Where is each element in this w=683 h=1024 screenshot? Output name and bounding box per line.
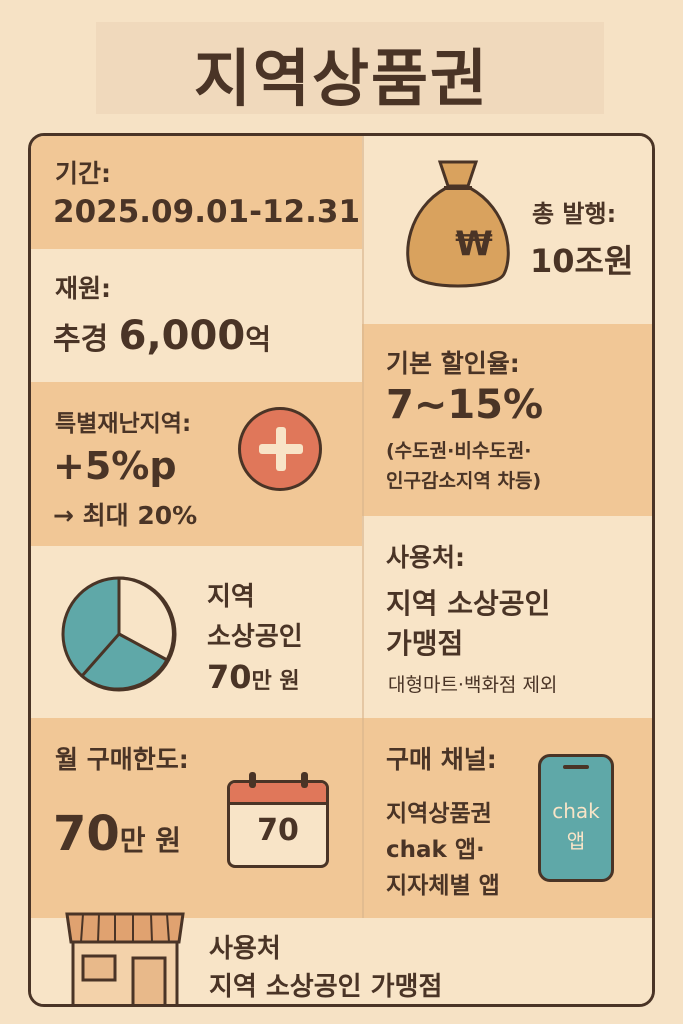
limit-amount: 70만 원	[53, 806, 181, 862]
pie-line2: 소상공인	[207, 622, 303, 652]
funding-label: 재원:	[55, 274, 111, 303]
title-band	[96, 22, 604, 114]
period-label: 기간:	[55, 159, 111, 188]
usage-label: 사용처:	[386, 543, 465, 572]
funding-prefix: 추경	[53, 322, 109, 357]
discount-label: 기본 할인율:	[386, 349, 520, 378]
total-label: 총 발행:	[532, 200, 617, 228]
calendar-icon: 70	[227, 780, 329, 868]
pie-amount-value: 70	[207, 658, 252, 696]
special-max: → 최대 20%	[53, 501, 198, 530]
info-frame: 기간: 2025.09.01-12.31 재원: 추경 6,000억 특별재난지…	[28, 133, 655, 1007]
pie-amount: 70만 원	[207, 658, 300, 696]
usage-cell: 사용처: 지역 소상공인 가맹점 대형마트·백화점 제외	[362, 516, 652, 718]
channel-line3: 지자체별 앱	[386, 873, 500, 899]
usage-line1: 지역 소상공인	[386, 587, 551, 620]
calendar-number: 70	[257, 813, 299, 848]
period-cell: 기간: 2025.09.01-12.31	[31, 136, 362, 249]
usage-line2: 가맹점	[386, 627, 464, 660]
channel-label: 구매 채널:	[386, 745, 497, 774]
page-title: 지역상품권	[193, 42, 490, 115]
total-cell: ₩ 총 발행: 10조원	[362, 136, 652, 324]
column-divider	[362, 136, 364, 918]
phone-icon: chak 앱	[538, 754, 614, 882]
special-value: +5%p	[53, 444, 177, 488]
limit-cell: 월 구매한도: 70만 원 70	[31, 718, 362, 918]
limit-amount-value: 70	[53, 806, 120, 862]
special-label: 특별재난지역:	[55, 411, 192, 437]
phone-text1: chak	[552, 799, 600, 823]
funding-cell: 재원: 추경 6,000억	[31, 249, 362, 382]
channel-line2: chak 앱·	[386, 837, 485, 863]
pie-cell: 지역 소상공인 70만 원	[31, 546, 362, 718]
period-value: 2025.09.01-12.31	[53, 194, 361, 230]
discount-cell: 기본 할인율: 7~15% (수도권·비수도권· 인구감소지역 차등)	[362, 324, 652, 516]
discount-note1: (수도권·비수도권·	[386, 440, 532, 462]
channel-line1: 지역상품권	[386, 801, 492, 827]
store-icon	[65, 912, 185, 1004]
limit-label: 월 구매한도:	[55, 745, 189, 774]
funding-amount: 6,000	[118, 313, 246, 359]
limit-amount-unit: 만 원	[119, 824, 182, 857]
footer-cell: 사용처 지역 소상공인 가맹점	[31, 912, 652, 1004]
calendar-ring-right	[301, 772, 308, 788]
discount-value: 7~15%	[386, 382, 544, 428]
money-bag-icon	[406, 160, 510, 288]
pie-line1: 지역	[207, 582, 255, 612]
special-cell: 특별재난지역: +5%p → 최대 20%	[31, 382, 362, 546]
pie-chart-icon	[61, 576, 177, 692]
footer-line1: 사용처	[209, 934, 281, 964]
discount-note2: 인구감소지역 차등)	[386, 470, 542, 492]
phone-text2: 앱	[566, 829, 586, 853]
bag-symbol: ₩	[455, 224, 493, 264]
pie-amount-unit: 만 원	[251, 669, 300, 694]
funding-value: 추경 6,000억	[53, 313, 271, 359]
calendar-ring-left	[249, 772, 256, 788]
usage-exclude: 대형마트·백화점 제외	[388, 674, 558, 696]
channel-cell: 구매 채널: 지역상품권 chak 앱· 지자체별 앱 chak 앱	[362, 718, 652, 918]
total-value: 10조원	[530, 242, 634, 280]
funding-unit: 억	[245, 323, 271, 356]
footer-line2: 지역 소상공인 가맹점	[209, 972, 443, 1002]
plus-icon	[238, 407, 322, 491]
